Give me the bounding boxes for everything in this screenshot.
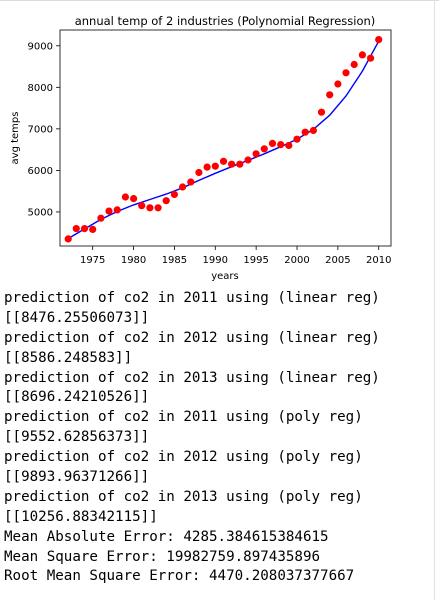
chart-title: annual temp of 2 industries (Polynomial … <box>75 14 376 28</box>
y-tick-label: 5000 <box>28 207 53 218</box>
x-tick-label: 2005 <box>325 255 350 266</box>
output-line: Mean Absolute Error: 4285.384615384615 <box>4 528 439 548</box>
data-point <box>310 127 317 134</box>
data-point <box>318 109 325 116</box>
data-point <box>122 193 129 200</box>
data-point <box>171 191 178 198</box>
data-point <box>375 36 382 43</box>
output-line: [[10256.88342115]] <box>4 508 439 528</box>
x-axis: 1975 1980 1985 1990 1995 2000 2005 2010 <box>80 246 392 266</box>
data-points <box>65 36 383 243</box>
output-line: prediction of co2 in 2013 using (linear … <box>4 369 439 389</box>
output-line: [[8696.24210526]] <box>4 388 439 408</box>
data-point <box>285 142 292 149</box>
data-point <box>138 202 145 209</box>
output-line: [[9552.62856373]] <box>4 428 439 448</box>
data-point <box>89 226 96 233</box>
output-line: [[9893.96371266]] <box>4 468 439 488</box>
data-point <box>367 55 374 62</box>
output-line: prediction of co2 in 2012 using (linear … <box>4 329 439 349</box>
data-point <box>351 61 358 68</box>
x-tick-label: 1980 <box>121 255 146 266</box>
data-point <box>277 141 284 148</box>
x-tick-label: 2010 <box>366 255 391 266</box>
data-point <box>334 80 341 87</box>
scrollbar-edge <box>434 0 435 600</box>
y-axis: 5000 6000 7000 8000 9000 <box>28 41 60 218</box>
data-point <box>73 225 80 232</box>
output-line: Root Mean Square Error: 4470.20803737766… <box>4 567 439 587</box>
data-point <box>302 129 309 136</box>
console-output: prediction of co2 in 2011 using (linear … <box>4 289 439 587</box>
x-tick-label: 2000 <box>284 255 309 266</box>
x-tick-label: 1990 <box>203 255 228 266</box>
data-point <box>261 145 268 152</box>
data-point <box>81 225 88 232</box>
data-point <box>97 215 104 222</box>
output-line: prediction of co2 in 2011 using (linear … <box>4 289 439 309</box>
chart-svg: annual temp of 2 industries (Polynomial … <box>0 0 439 290</box>
data-point <box>195 169 202 176</box>
data-point <box>65 235 72 242</box>
data-point <box>220 158 227 165</box>
data-point <box>269 140 276 147</box>
data-point <box>187 178 194 185</box>
y-tick-label: 6000 <box>28 166 53 177</box>
data-point <box>130 195 137 202</box>
output-line: prediction of co2 in 2012 using (poly re… <box>4 448 439 468</box>
x-tick-label: 1995 <box>243 255 268 266</box>
y-axis-label: avg temps <box>10 112 21 165</box>
chart-area: annual temp of 2 industries (Polynomial … <box>0 0 439 290</box>
y-tick-label: 8000 <box>28 83 53 94</box>
data-point <box>326 91 333 98</box>
data-point <box>342 69 349 76</box>
x-axis-label: years <box>211 271 239 282</box>
data-point <box>236 161 243 168</box>
data-point <box>293 136 300 143</box>
output-line: [[8476.25506073]] <box>4 309 439 329</box>
data-point <box>359 51 366 58</box>
data-point <box>244 156 251 163</box>
x-tick-label: 1975 <box>80 255 105 266</box>
data-point <box>146 204 153 211</box>
y-tick-label: 9000 <box>28 41 53 52</box>
data-point <box>179 183 186 190</box>
x-tick-label: 1985 <box>162 255 187 266</box>
data-point <box>228 161 235 168</box>
output-line: prediction of co2 in 2011 using (poly re… <box>4 408 439 428</box>
data-point <box>253 150 260 157</box>
data-point <box>155 204 162 211</box>
data-point <box>105 208 112 215</box>
data-point <box>212 163 219 170</box>
data-point <box>163 197 170 204</box>
output-line: Mean Square Error: 19982759.897435896 <box>4 548 439 568</box>
y-tick-label: 7000 <box>28 124 53 135</box>
data-point <box>204 164 211 171</box>
output-line: prediction of co2 in 2013 using (poly re… <box>4 488 439 508</box>
output-line: [[8586.248583]] <box>4 349 439 369</box>
data-point <box>114 206 121 213</box>
